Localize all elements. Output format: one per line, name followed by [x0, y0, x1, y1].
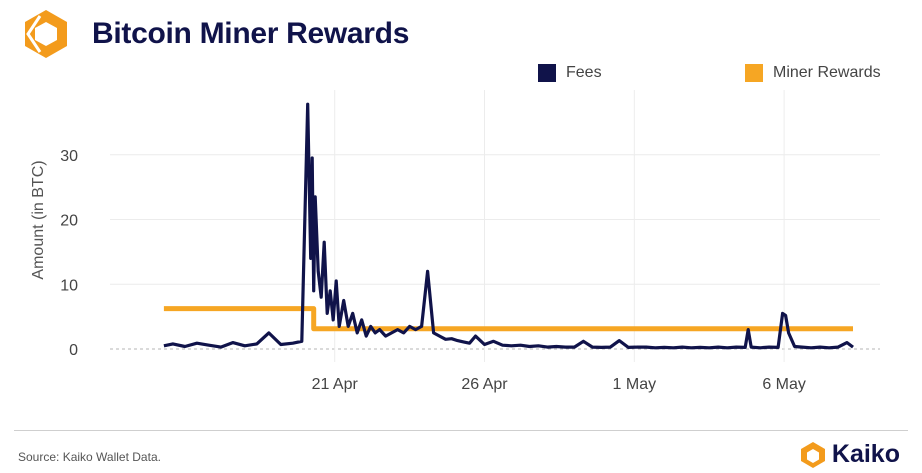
legend-item-fees: Fees: [538, 64, 602, 82]
source-note: Source: Kaiko Wallet Data.: [18, 450, 161, 464]
y-tick-label: 30: [60, 148, 78, 165]
x-tick-label: 26 Apr: [461, 376, 508, 393]
legend-label-miner-rewards: Miner Rewards: [773, 64, 881, 81]
y-tick-label: 20: [60, 213, 78, 230]
brand-name: Kaiko: [831, 440, 900, 468]
y-axis-label: Amount (in BTC): [30, 160, 47, 279]
series-line-miner-rewards: [163, 306, 853, 332]
legend-item-miner-rewards: Miner Rewards: [745, 64, 881, 82]
series-line-fees: [163, 102, 854, 350]
x-axis-ticks: 21 Apr 26 Apr 1 May 6 May: [312, 376, 806, 393]
grid: [110, 90, 880, 362]
y-tick-label: 0: [69, 342, 78, 359]
legend-swatch-fees: [538, 64, 556, 82]
header: Bitcoin Miner Rewards: [20, 8, 409, 60]
kaiko-logo-icon: [800, 441, 825, 468]
y-axis-ticks: 0 10 20 30: [60, 148, 78, 359]
brand: Kaiko: [799, 440, 900, 469]
kaiko-logo-icon: [25, 10, 67, 58]
x-tick-label: 6 May: [762, 376, 806, 393]
series: [163, 102, 854, 350]
footer-divider: [14, 430, 908, 431]
y-tick-label: 10: [60, 277, 78, 294]
page-title: Bitcoin Miner Rewards: [92, 17, 410, 50]
x-tick-label: 1 May: [613, 376, 657, 393]
x-tick-label: 21 Apr: [312, 376, 359, 393]
legend-swatch-miner-rewards: [745, 64, 763, 82]
legend-label-fees: Fees: [566, 64, 602, 81]
